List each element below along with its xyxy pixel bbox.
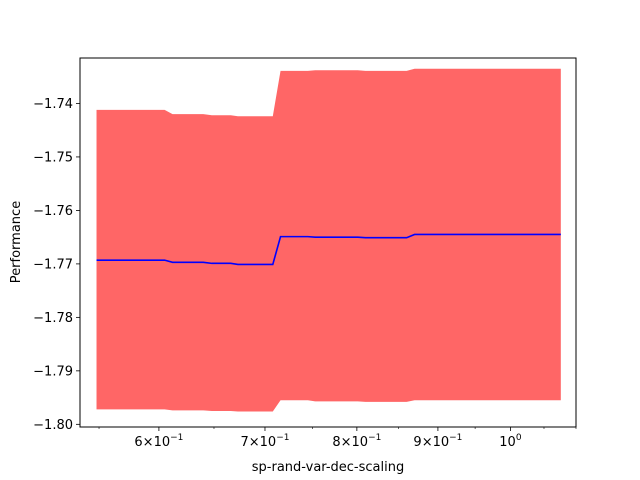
y-axis-ticks: −1.74 −1.75 −1.76 −1.77 −1.78 −1.79 −1.80	[33, 97, 80, 433]
confidence-band-layer	[96, 68, 561, 412]
y-tick-label: −1.74	[33, 97, 73, 112]
y-tick-label: −1.78	[33, 311, 73, 326]
x-axis-label: sp-rand-var-dec-scaling	[252, 460, 404, 475]
x-axis-ticks: 6×10−1 7×10−1 8×10−1 9×10−1 100	[98, 427, 577, 450]
y-tick-label: −1.80	[33, 418, 73, 433]
y-tick-label: −1.79	[33, 364, 73, 379]
confidence-band	[96, 68, 561, 412]
x-tick-label: 9×10−1	[413, 433, 462, 450]
y-axis-label: Performance	[9, 201, 24, 283]
performance-line-layer	[96, 233, 561, 266]
y-tick-label: −1.77	[33, 257, 73, 272]
x-tick-label: 100	[499, 433, 522, 450]
plot-frame	[79, 57, 577, 428]
performance-line	[96, 233, 561, 266]
x-tick-label: 8×10−1	[332, 433, 381, 450]
y-tick-label: −1.76	[33, 204, 73, 219]
x-tick-label: 7×10−1	[240, 433, 289, 450]
y-tick-label: −1.75	[33, 150, 73, 165]
x-tick-label: 6×10−1	[134, 433, 183, 450]
